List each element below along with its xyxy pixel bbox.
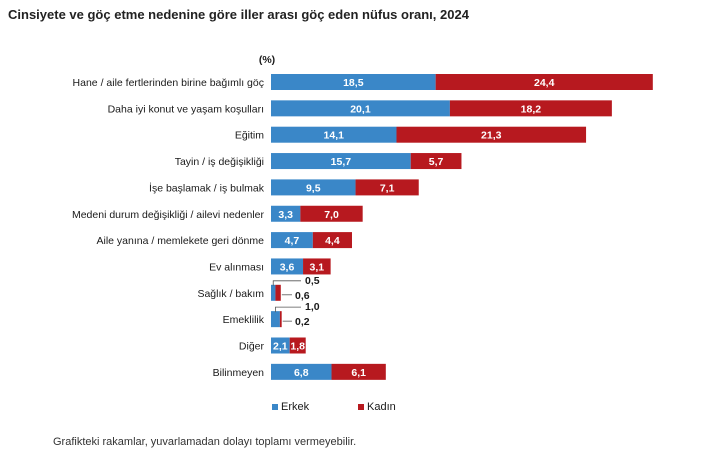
bar-kadin — [410, 153, 462, 170]
data-label-kadin: 0,6 — [295, 290, 310, 302]
category-label: Bilinmeyen — [213, 367, 265, 379]
leader-line-erkek — [272, 280, 301, 286]
bar-erkek — [271, 311, 280, 328]
data-label-erkek: 2,1 — [273, 341, 288, 353]
bar-erkek — [271, 337, 290, 354]
data-label-erkek: 14,1 — [324, 130, 345, 142]
category-label: İşe başlamak / iş bulmak — [149, 181, 265, 194]
bar-kadin — [396, 126, 587, 143]
bar-kadin — [449, 100, 612, 117]
category-label: Medeni durum değişikliği / ailevi nedenl… — [72, 209, 265, 221]
category-label: Tayin / iş değişikliği — [175, 156, 264, 168]
bar-erkek — [271, 284, 276, 301]
bar-erkek — [271, 100, 450, 117]
bar-erkek — [271, 74, 436, 90]
bar-erkek — [271, 363, 332, 380]
data-label-erkek: 0,5 — [305, 275, 320, 287]
bar-kadin — [279, 311, 282, 328]
data-label-kadin: 4,4 — [325, 235, 340, 247]
bar-erkek — [271, 258, 304, 275]
category-label: Diğer — [239, 341, 265, 353]
data-label-erkek: 1,0 — [305, 301, 320, 313]
category-label: Aile yanına / memlekete geri dönme — [96, 235, 264, 247]
legend-label-erkek: Erkek — [281, 401, 310, 413]
data-label-kadin: 7,1 — [380, 182, 395, 194]
bar-kadin — [300, 205, 363, 222]
bar-kadin — [331, 363, 386, 380]
data-label-erkek: 3,6 — [280, 261, 295, 273]
data-label-kadin: 3,1 — [310, 261, 325, 273]
stacked-bar-chart: (%) Hane / aile fertlerinden birine bağı… — [72, 54, 653, 413]
data-label-erkek: 20,1 — [350, 103, 371, 115]
data-label-erkek: 18,5 — [343, 77, 364, 89]
chart-title: Cinsiyete ve göç etme nedenine göre ille… — [8, 7, 469, 22]
bar-kadin — [435, 74, 653, 90]
category-label: Emeklilik — [223, 314, 265, 326]
data-label-kadin: 1,8 — [290, 341, 305, 353]
footnote: Grafikteki rakamlar, yuvarlamadan dolayı… — [53, 436, 357, 448]
unit-label: (%) — [259, 54, 275, 66]
data-label-erkek: 6,8 — [294, 367, 309, 379]
data-label-kadin: 0,2 — [295, 316, 310, 328]
data-label-kadin: 5,7 — [429, 156, 444, 168]
data-label-erkek: 3,3 — [278, 209, 293, 221]
data-label-erkek: 15,7 — [331, 156, 352, 168]
bar-kadin — [303, 258, 331, 275]
legend-swatch-erkek — [272, 404, 278, 410]
category-label: Daha iyi konut ve yaşam koşulları — [108, 103, 264, 115]
category-label: Ev alınması — [209, 261, 264, 273]
bar-kadin — [355, 179, 419, 196]
bar-erkek — [271, 205, 301, 222]
legend-label-kadin: Kadın — [367, 401, 396, 413]
category-label: Sağlık / bakım — [197, 288, 264, 300]
bar-erkek — [271, 126, 397, 143]
legend-swatch-kadin — [358, 404, 364, 410]
leader-line-erkek — [275, 306, 301, 313]
category-label: Hane / aile fertlerinden birine bağımlı … — [73, 77, 264, 89]
category-label: Eğitim — [235, 130, 264, 142]
bar-erkek — [271, 153, 411, 170]
legend: Erkek Kadın — [272, 401, 396, 413]
data-label-erkek: 4,7 — [285, 235, 300, 247]
bar-kadin — [289, 337, 306, 354]
data-label-kadin: 21,3 — [481, 130, 502, 142]
data-label-kadin: 24,4 — [534, 77, 555, 89]
bar-erkek — [271, 179, 356, 196]
data-label-erkek: 9,5 — [306, 182, 321, 194]
bar-erkek — [271, 232, 313, 249]
data-label-kadin: 18,2 — [521, 103, 542, 115]
data-label-kadin: 6,1 — [351, 367, 366, 379]
bar-kadin — [275, 284, 281, 301]
data-label-kadin: 7,0 — [324, 209, 339, 221]
bar-kadin — [312, 232, 352, 249]
